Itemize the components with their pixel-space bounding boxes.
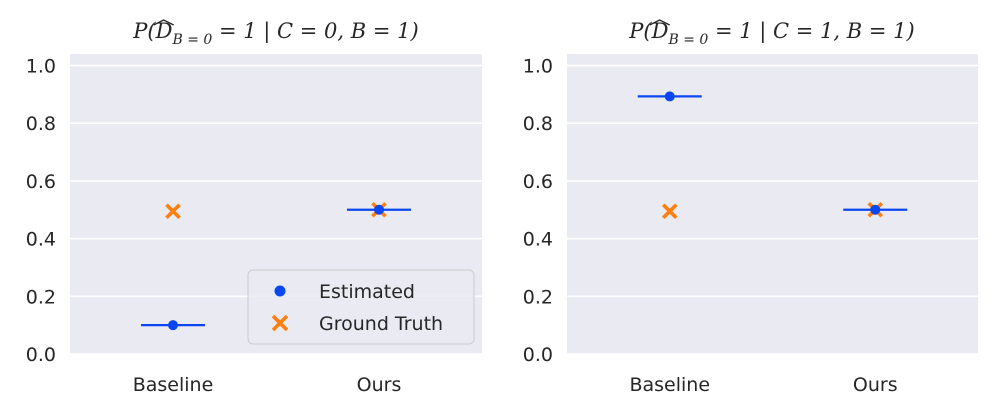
y-tick-label-left-0: 0.0 xyxy=(26,344,56,366)
ground-truth-point-left-0 xyxy=(165,203,181,219)
marks-right xyxy=(637,91,908,219)
ground-truth-point-right-0 xyxy=(661,203,678,219)
y-tick-label-right-3: 0.6 xyxy=(523,171,553,193)
legend-box xyxy=(247,269,475,345)
legend-ground-truth-marker xyxy=(271,314,289,332)
grid-right xyxy=(567,64,978,355)
x-tick-labels-right: Baseline Ours xyxy=(629,374,897,396)
panel-left: 0.0 0.2 0.4 0.6 0.8 1.0 Baseline Ours P(DB = 0… xyxy=(26,19,482,396)
estimated-point-left-0 xyxy=(168,320,178,331)
hat-right xyxy=(649,19,670,26)
x-tick-label-right-1: Ours xyxy=(853,374,898,396)
y-tick-label-left-3: 0.6 xyxy=(26,171,56,193)
marks-left xyxy=(141,201,411,331)
x-tick-label-right-0: Baseline xyxy=(629,374,710,396)
panel-right: 0.0 0.2 0.4 0.6 0.8 1.0 Baseline Ours P(DB = 0… xyxy=(523,19,978,396)
x-tick-label-left-0: Baseline xyxy=(133,374,214,396)
legend-estimated-label: Estimated xyxy=(319,281,415,303)
estimated-point-right-0 xyxy=(664,91,675,102)
y-tick-label-right-5: 1.0 xyxy=(523,56,553,78)
y-tick-label-left-1: 0.2 xyxy=(26,286,56,308)
x-tick-label-left-1: Ours xyxy=(357,374,402,396)
estimated-point-left-1 xyxy=(374,204,384,215)
chart-title-right: P(DB = 0 = 1 | C = 1, B = 1) xyxy=(628,19,914,48)
y-tick-label-right-1: 0.2 xyxy=(523,286,553,308)
chart-title-left: P(DB = 0 = 1 | C = 0, B = 1) xyxy=(132,19,418,48)
hat-left xyxy=(153,19,174,26)
legend: Estimated Ground Truth xyxy=(247,269,475,345)
x-tick-labels-left: Baseline Ours xyxy=(133,374,402,396)
y-tick-label-left-5: 1.0 xyxy=(26,56,56,78)
y-tick-labels-right: 0.0 0.2 0.4 0.6 0.8 1.0 xyxy=(523,56,553,366)
plot-area-right xyxy=(567,54,978,354)
y-tick-label-left-4: 0.8 xyxy=(26,113,56,135)
y-tick-label-right-0: 0.0 xyxy=(523,344,553,366)
y-tick-label-right-2: 0.4 xyxy=(523,229,553,251)
estimated-point-right-1 xyxy=(870,204,881,215)
y-tick-label-right-4: 0.8 xyxy=(523,113,553,135)
y-tick-labels-left: 0.0 0.2 0.4 0.6 0.8 1.0 xyxy=(26,56,56,366)
legend-estimated-marker xyxy=(274,285,286,297)
y-tick-label-left-2: 0.4 xyxy=(26,229,56,251)
legend-ground-truth-label: Ground Truth xyxy=(319,313,443,335)
